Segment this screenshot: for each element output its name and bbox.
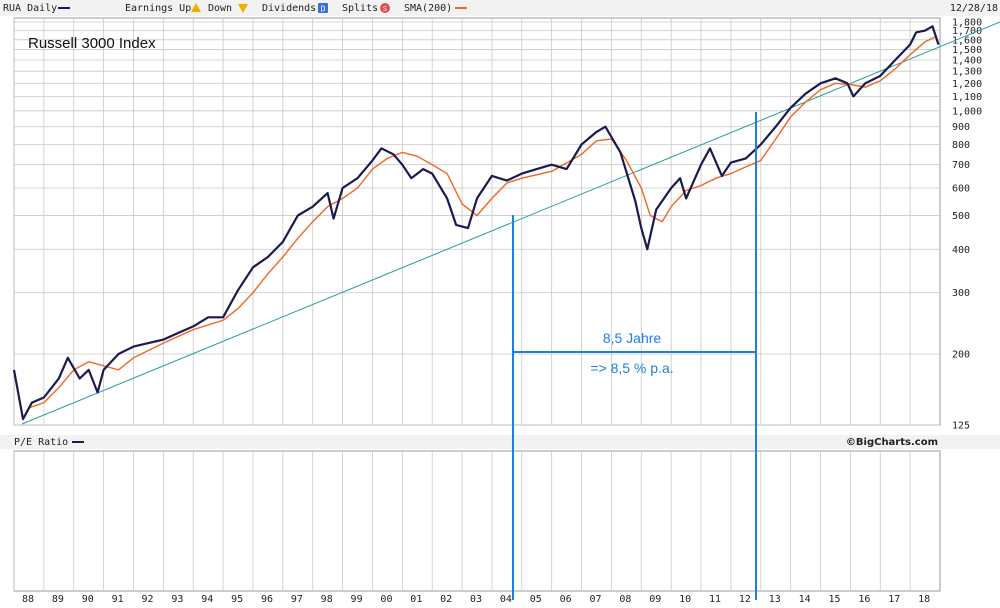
dividends-label: Dividends: [262, 3, 316, 14]
main-plot-area: [13, 17, 941, 426]
y-tick-label: 700: [952, 160, 970, 171]
annotation-years: 8,5 Jahre: [603, 330, 662, 346]
x-tick-label: 88: [22, 594, 34, 605]
pe-legend-swatch: [72, 441, 84, 443]
splits-glyph: S: [383, 5, 387, 13]
earnings-up-icon: [191, 3, 201, 12]
x-tick-label: 07: [590, 594, 602, 605]
trend-line: [21, 21, 1000, 425]
x-tick-label: 04: [500, 594, 512, 605]
x-tick-label: 14: [799, 594, 811, 605]
pe-grid: [13, 451, 911, 591]
y-tick-label: 800: [952, 140, 970, 151]
x-tick-label: 09: [649, 594, 661, 605]
x-tick-label: 89: [52, 594, 64, 605]
y-tick-label: 1,200: [952, 79, 982, 90]
x-tick-label: 01: [410, 594, 422, 605]
x-tick-label: 10: [679, 594, 691, 605]
x-tick-label: 03: [470, 594, 482, 605]
down-label: Down: [208, 3, 232, 14]
annotation-lines: [512, 112, 757, 600]
legend-bar: [0, 0, 1000, 16]
earnings-label: Earnings Up: [125, 3, 191, 14]
y-tick-label: 1,000: [952, 106, 982, 117]
y-tick-label: 1,600: [952, 35, 982, 46]
pe-header: [0, 435, 1000, 449]
x-tick-label: 91: [112, 594, 124, 605]
y-tick-label: 300: [952, 288, 970, 299]
x-tick-label: 08: [619, 594, 631, 605]
y-tick-label: 1,400: [952, 55, 982, 66]
dividends-icon: [318, 3, 328, 13]
y-tick-label: 200: [952, 349, 970, 360]
chart-title: Russell 3000 Index: [28, 35, 156, 52]
sma-line: [28, 35, 938, 409]
pe-label: P/E Ratio: [14, 437, 68, 448]
x-tick-label: 17: [888, 594, 900, 605]
x-tick-label: 11: [709, 594, 721, 605]
x-tick-label: 15: [828, 594, 840, 605]
sma-legend-swatch: [455, 7, 467, 9]
x-tick-label: 94: [201, 594, 213, 605]
symbol-label: RUA Daily: [3, 3, 57, 14]
annotation-rate: => 8,5 % p.a.: [590, 360, 673, 376]
x-tick-label: 00: [380, 594, 392, 605]
x-tick-label: 90: [82, 594, 94, 605]
x-tick-label: 95: [231, 594, 243, 605]
x-tick-label: 12: [739, 594, 751, 605]
y-tick-label: 1,300: [952, 67, 982, 78]
y-tick-label: 500: [952, 211, 970, 222]
x-tick-label: 97: [291, 594, 303, 605]
y-axis: 125 200 300 400 500 600 700 800 900 1,000 1,100 1,2…: [952, 18, 982, 432]
y-tick-label: 1,100: [952, 92, 982, 103]
y-tick-label: 1,700: [952, 26, 982, 37]
pe-plot-area: [13, 450, 941, 592]
x-tick-label: 93: [171, 594, 183, 605]
x-tick-label: 96: [261, 594, 273, 605]
y-tick-label: 1,500: [952, 45, 982, 56]
earnings-down-icon: [238, 4, 248, 13]
header-date: 12/28/18: [950, 3, 998, 14]
y-tick-label: 600: [952, 183, 970, 194]
price-line: [12, 25, 940, 421]
x-tick-label: 92: [141, 594, 153, 605]
x-tick-label: 18: [918, 594, 930, 605]
x-tick-label: 99: [351, 594, 363, 605]
grid: [13, 18, 940, 426]
y-tick-label: 900: [952, 122, 970, 133]
price-legend-swatch: [58, 7, 70, 9]
splits-label: Splits: [342, 3, 378, 14]
x-tick-label: 02: [440, 594, 452, 605]
x-tick-label: 16: [858, 594, 870, 605]
dividends-glyph: D: [321, 5, 326, 14]
splits-icon: [380, 3, 390, 13]
y-tick-label: 1,800: [952, 18, 982, 29]
x-axis: 88 89 90 91 92 93 94 95 96 97 98 99 00 01 02 03 04 05 06 07…: [22, 594, 930, 605]
x-tick-label: 13: [769, 594, 781, 605]
y-tick-label: 125: [952, 421, 970, 432]
sma-label: SMA(200): [404, 3, 452, 14]
x-tick-label: 05: [530, 594, 542, 605]
y-tick-label: 400: [952, 245, 970, 256]
source-label: ©BigCharts.com: [846, 437, 938, 448]
x-tick-label: 06: [560, 594, 572, 605]
x-tick-label: 98: [321, 594, 333, 605]
